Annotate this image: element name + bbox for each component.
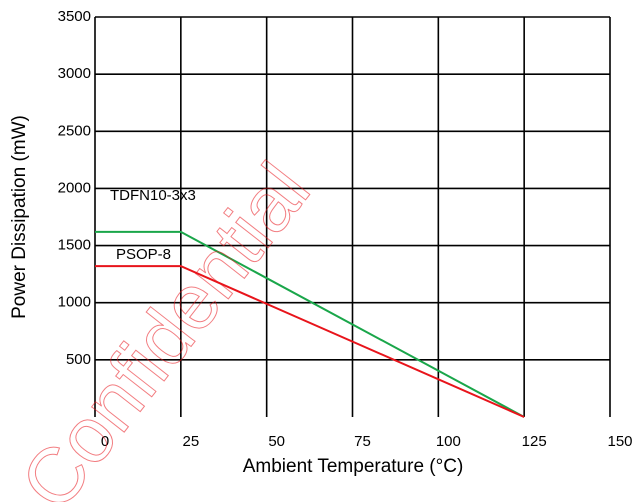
y-tick-label: 1000	[58, 294, 91, 311]
x-tick-label: 50	[268, 433, 285, 450]
y-tick-label: 3000	[58, 65, 91, 82]
y-tick-label: 1500	[58, 237, 91, 254]
x-tick-label: 150	[607, 433, 632, 450]
x-tick-label: 125	[522, 433, 547, 450]
series-label: PSOP-8	[116, 246, 171, 263]
x-axis-title: Ambient Temperature (°C)	[243, 456, 464, 477]
y-tick-label: 2000	[58, 179, 91, 196]
y-tick-label: 2500	[58, 122, 91, 139]
y-tick-label: 3500	[58, 8, 91, 25]
y-tick-label: 500	[66, 351, 91, 368]
x-tick-label: 100	[436, 433, 461, 450]
x-tick-label: 0	[101, 433, 109, 450]
x-tick-label: 75	[354, 433, 371, 450]
y-axis-title: Power Dissipation (mW)	[9, 115, 30, 319]
series-line	[95, 265, 525, 418]
series-label: TDFN10-3x3	[110, 187, 196, 204]
x-tick-label: 25	[182, 433, 199, 450]
series-line	[95, 230, 525, 418]
